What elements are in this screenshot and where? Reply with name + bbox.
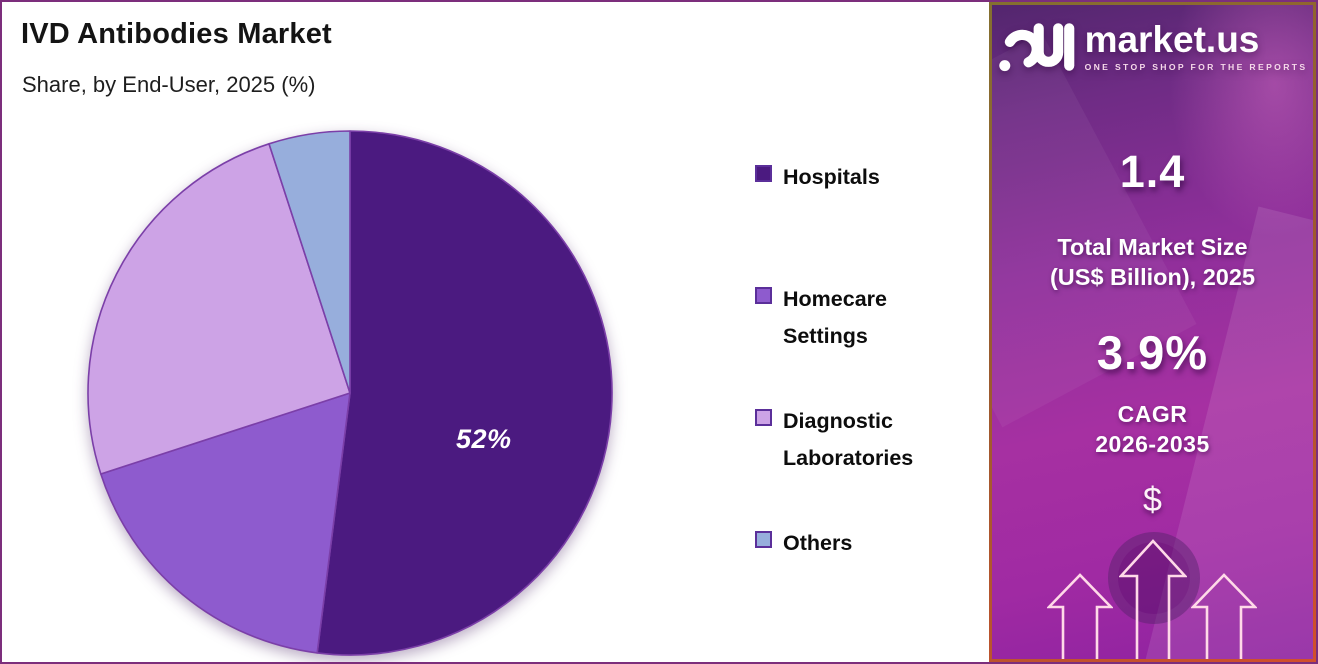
legend-item-diagnostic-laboratories: Diagnostic Laboratories: [755, 403, 961, 477]
brand-logo: market.us ONE STOP SHOP FOR THE REPORTS: [992, 5, 1313, 76]
cagr-value: 3.9%: [1096, 325, 1209, 379]
pie-chart-svg: [87, 130, 613, 656]
growth-arrows: [992, 529, 1313, 659]
photo-overlay-cup: [1108, 532, 1200, 624]
legend-swatch-diagnostic-laboratories: [755, 409, 772, 426]
market-size-label-line1: Total Market Size: [1057, 234, 1248, 260]
sidebar: market.us ONE STOP SHOP FOR THE REPORTS …: [992, 5, 1313, 659]
market-size-label-line2: (US$ Billion), 2025: [1049, 263, 1256, 290]
pie-legend: Hospitals Homecare Settings Diagnostic Lab…: [755, 159, 980, 619]
pie-slice-hospitals: [316, 130, 613, 656]
brand-name: market.us: [1084, 19, 1260, 61]
legend-label-hospitals: Hospitals: [783, 165, 880, 189]
legend-swatch-homecare-settings: [755, 287, 772, 304]
pie-chart: 52%: [80, 123, 620, 662]
page-subtitle: Share, by End-User, 2025 (%): [22, 72, 316, 97]
legend-item-others: Others: [755, 525, 852, 562]
legend-label-diagnostic-laboratories: Diagnostic Laboratories: [783, 409, 914, 470]
cagr-label: CAGR 2026-2035: [992, 400, 1313, 460]
legend-label-homecare-settings: Homecare Settings: [783, 287, 887, 348]
pie-slice-diagnostic-laboratories: [87, 143, 351, 475]
cagr-label-line1: CAGR: [1117, 400, 1188, 427]
legend-item-hospitals: Hospitals: [755, 159, 880, 196]
dollar-icon: $: [1143, 481, 1162, 520]
arrow-up-icon: [1047, 573, 1113, 659]
brand-tagline: ONE STOP SHOP FOR THE REPORTS: [1084, 61, 1308, 72]
market-us-logo-icon: [998, 23, 1074, 72]
legend-item-homecare-settings: Homecare Settings: [755, 281, 961, 355]
pie-slice-label-hospitals: 52%: [456, 424, 512, 454]
market-size-value: 1.4: [1119, 146, 1186, 197]
pie-slice-others: [268, 130, 351, 394]
market-size-label: Total Market Size (US$ Billion), 2025: [992, 233, 1313, 293]
legend-swatch-others: [755, 531, 772, 548]
sidebar-border: market.us ONE STOP SHOP FOR THE REPORTS …: [989, 2, 1316, 662]
arrow-up-icon: [1191, 573, 1257, 659]
legend-label-others: Others: [783, 531, 853, 555]
pie-slice-homecare-settings: [100, 392, 351, 654]
chart-area: IVD Antibodies Market Share, by End-User…: [2, 2, 992, 662]
cagr-label-line2: 2026-2035: [1095, 430, 1210, 457]
page-title: IVD Antibodies Market: [21, 18, 332, 50]
legend-swatch-hospitals: [755, 165, 772, 182]
arrow-up-icon: [1119, 539, 1187, 659]
